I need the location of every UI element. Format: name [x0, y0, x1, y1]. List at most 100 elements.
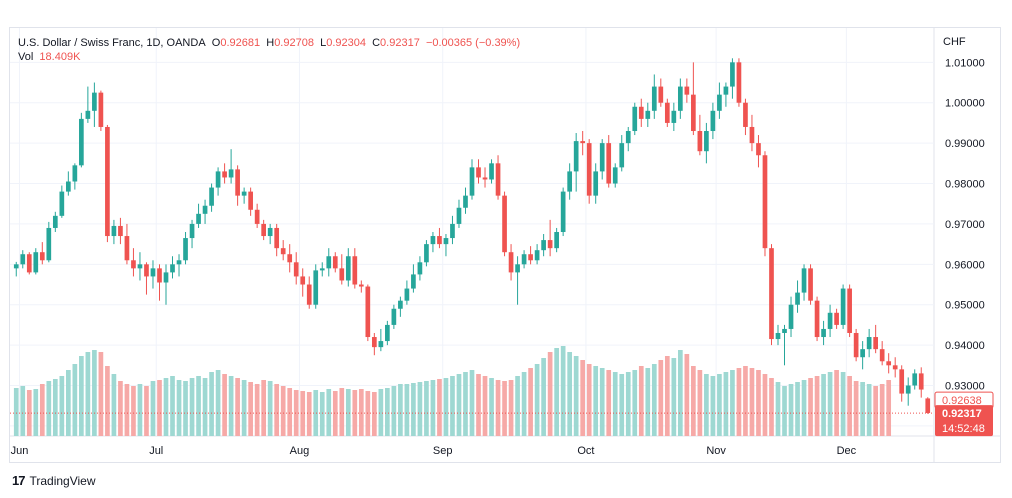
candle-body — [411, 274, 416, 289]
volume-bar — [39, 384, 45, 436]
volume-bar — [821, 374, 826, 436]
candle-body — [918, 373, 924, 390]
x-tick-label: Sep — [433, 445, 453, 457]
volume-bar — [437, 379, 442, 436]
candle-body — [215, 171, 221, 188]
last-price-tag-box — [935, 405, 993, 437]
volume-bar — [795, 382, 800, 436]
candle-body — [98, 92, 104, 127]
x-tick-label: Jul — [149, 445, 163, 457]
volume-bars — [13, 346, 892, 436]
volume-bar — [808, 378, 813, 436]
candle-body — [736, 62, 742, 103]
volume-bar — [319, 392, 325, 436]
candle-body — [892, 365, 898, 370]
candle-body — [580, 141, 586, 144]
volume-bar — [228, 376, 234, 436]
candle-body — [72, 165, 78, 182]
volume-bar — [853, 381, 859, 436]
candle-body — [749, 126, 755, 144]
candle-body — [183, 238, 188, 261]
volume-bar — [704, 374, 709, 436]
volume-bar — [580, 360, 586, 436]
volume-bar — [541, 358, 546, 436]
candle-body — [222, 171, 227, 178]
volume-bar — [345, 389, 351, 436]
volume-bar — [554, 348, 559, 436]
candle-body — [625, 131, 631, 144]
candle-body — [209, 187, 214, 206]
volume-bar — [411, 383, 416, 436]
volume-bar — [26, 390, 32, 436]
volume-bar — [736, 368, 742, 436]
candle-body — [879, 349, 885, 362]
y-tick-label: 0.95000 — [945, 300, 985, 312]
candle-body — [85, 110, 91, 119]
volume-bar — [430, 380, 436, 436]
volume-bar — [489, 378, 494, 436]
volume-bar — [834, 370, 839, 436]
volume-bar — [163, 378, 169, 436]
candle-body — [92, 92, 97, 111]
volume-bar — [723, 372, 729, 436]
y-tick-label: 0.98000 — [945, 179, 985, 191]
candle-body — [202, 205, 208, 214]
volume-bar — [371, 392, 377, 436]
candle-body — [814, 300, 820, 338]
y-tick-label: 1.00000 — [945, 98, 985, 110]
candle-body — [450, 223, 455, 239]
volume-bar — [586, 364, 592, 436]
candle-body — [547, 240, 553, 249]
volume-bar — [456, 374, 462, 436]
volume-bar — [756, 370, 761, 436]
volume-bar — [801, 380, 807, 436]
volume-bar — [385, 388, 390, 436]
candle-body — [352, 256, 358, 285]
open-price-tag: 0.92638 — [942, 395, 982, 407]
candle-body — [619, 143, 625, 168]
volume-bar — [358, 389, 364, 436]
volume-bar — [697, 370, 703, 436]
candle-body — [658, 86, 664, 103]
candle-body — [404, 288, 410, 301]
candle-body — [697, 131, 703, 152]
candle-body — [105, 126, 110, 237]
volume-bar — [593, 366, 599, 436]
candle-body — [235, 169, 240, 196]
volume-bar — [521, 372, 527, 436]
candle-body — [378, 341, 384, 348]
volume-value: 18.409K — [39, 51, 81, 63]
currency-label: CHF — [943, 36, 966, 48]
volume-bar — [235, 378, 240, 436]
candle-body — [300, 276, 306, 285]
candle-body — [189, 223, 195, 239]
candle-body — [456, 207, 462, 224]
volume-bar — [92, 350, 97, 436]
candle-body — [339, 268, 345, 281]
volume-bar — [202, 378, 208, 436]
candle-body — [508, 252, 514, 273]
candle-body — [840, 288, 846, 325]
candle-body — [599, 143, 605, 172]
volume-bar — [378, 389, 384, 436]
candle-body — [795, 292, 800, 305]
symbol-title: U.S. Dollar / Swiss Franc, 1D, OANDA — [18, 37, 206, 49]
close-value: 0.92317 — [380, 37, 420, 49]
volume-bar — [79, 356, 84, 436]
candle-body — [254, 209, 260, 224]
candle-body — [463, 195, 468, 208]
candle-body — [176, 260, 182, 265]
volume-bar — [860, 382, 865, 436]
volume-bar — [332, 391, 338, 436]
tradingview-brand[interactable]: 17 TradingView — [12, 473, 96, 488]
candle-body — [723, 86, 729, 95]
volume-bar — [293, 390, 299, 436]
volume-bar — [222, 374, 227, 436]
open-value: 0.92681 — [220, 37, 261, 49]
candle-body — [515, 264, 520, 273]
volume-bar — [118, 381, 123, 436]
volume-bar — [450, 376, 455, 436]
volume-bar — [879, 384, 885, 436]
candle-body — [261, 223, 267, 237]
